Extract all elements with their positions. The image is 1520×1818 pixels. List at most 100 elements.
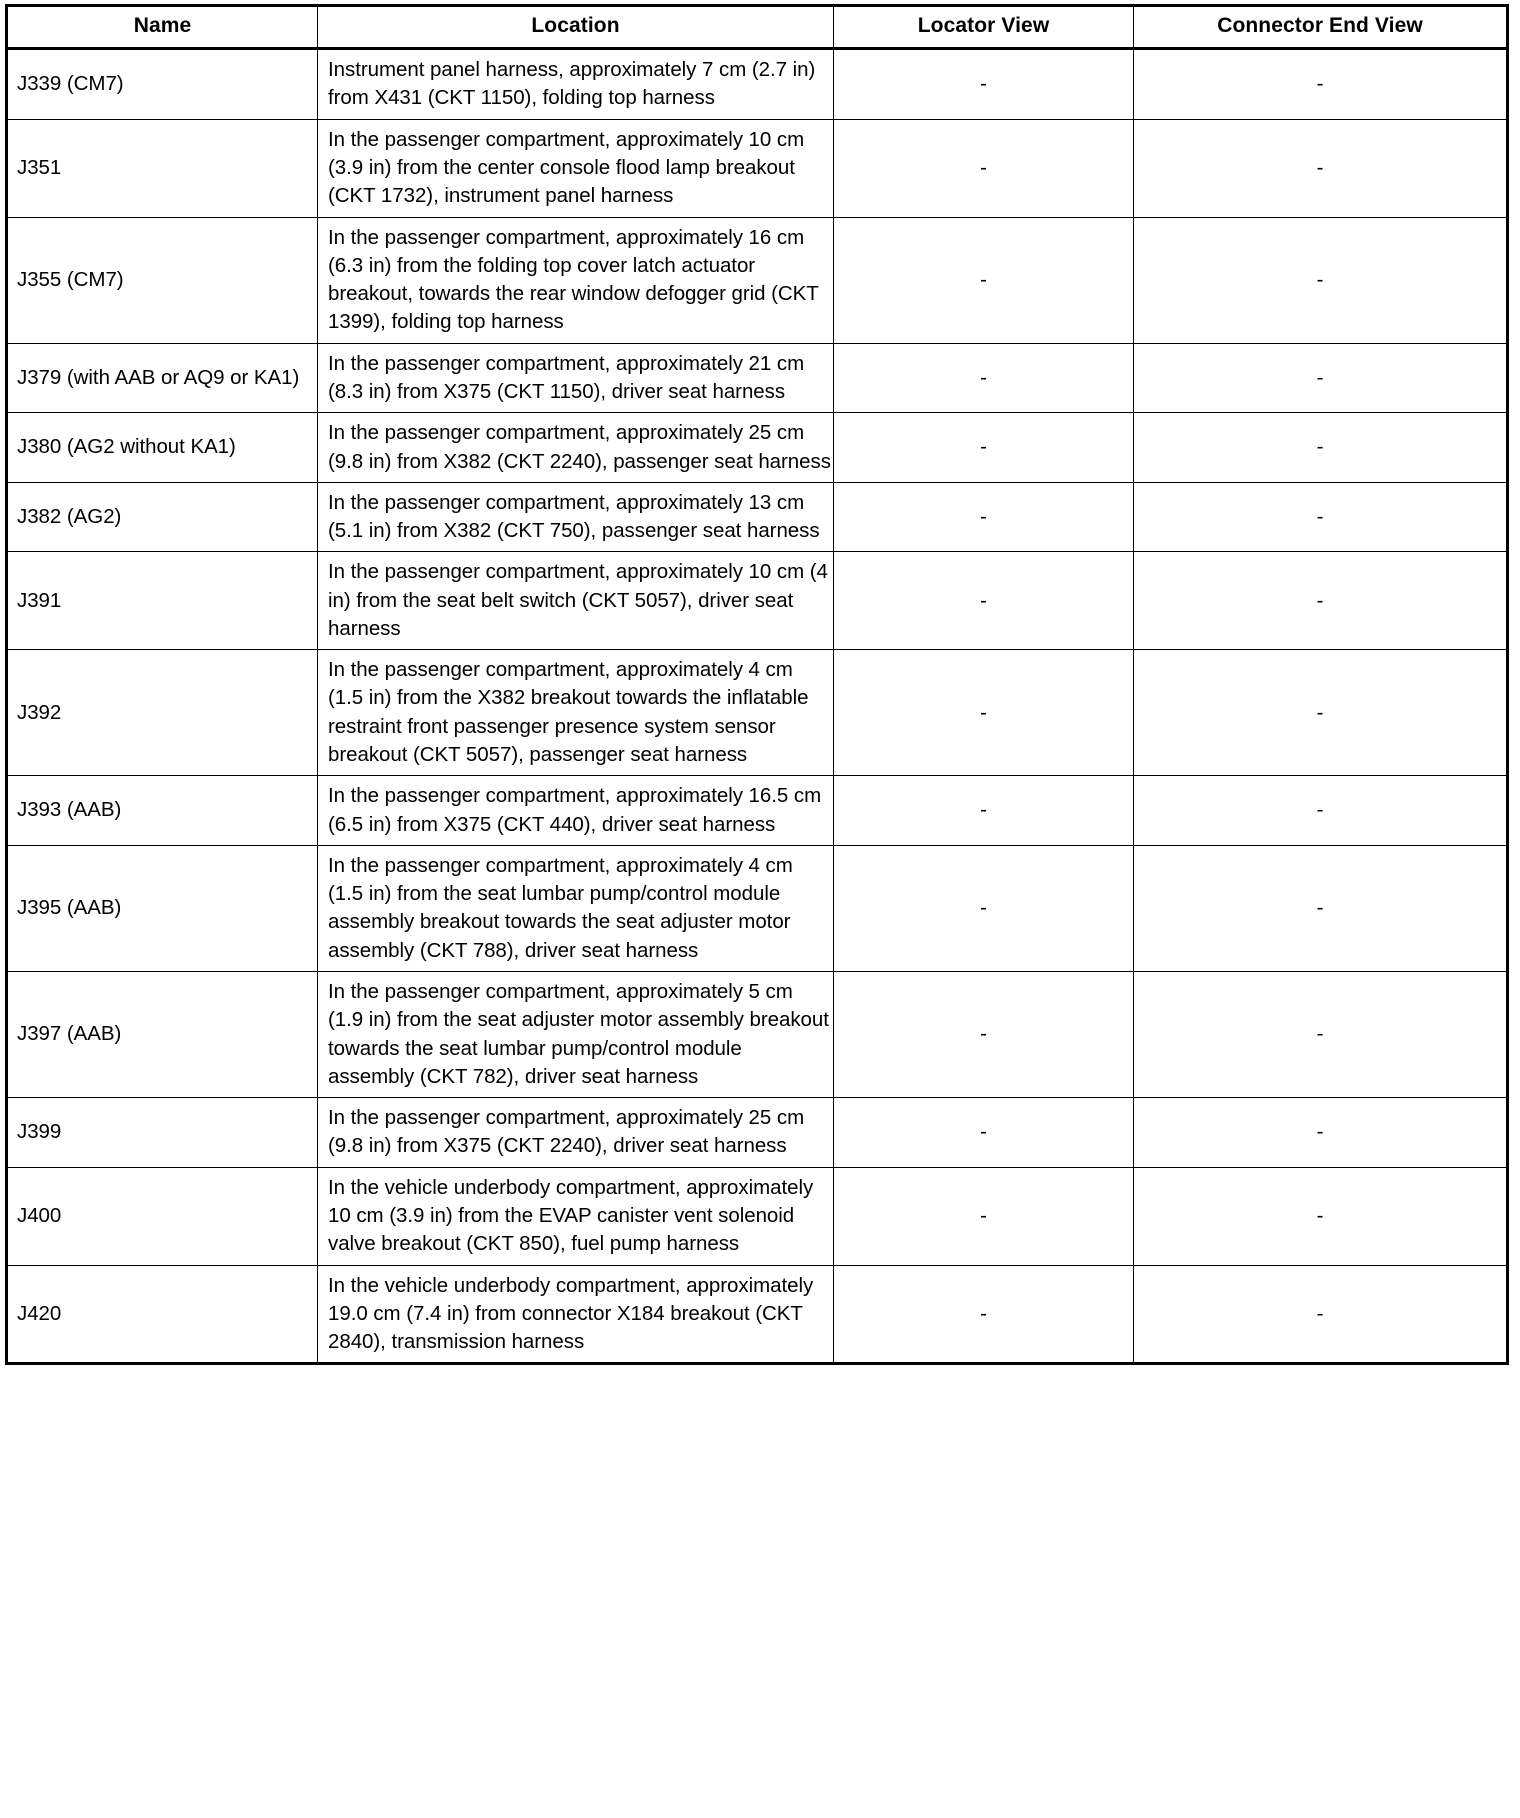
- cell-connector-end-view: -: [1133, 217, 1508, 344]
- cell-connector-name: J382 (AG2): [6, 482, 318, 553]
- cell-locator-view: -: [833, 1097, 1134, 1168]
- cell-locator-view: -: [833, 1265, 1134, 1364]
- cell-location: In the passenger compartment, approximat…: [317, 649, 834, 777]
- cell-connector-end-view: -: [1133, 412, 1508, 483]
- cell-connector-end-view: -: [1133, 482, 1508, 553]
- locator-view-placeholder: -: [980, 155, 987, 179]
- locator-view-placeholder: -: [980, 896, 987, 920]
- column-header-locator-view: Locator View: [833, 5, 1134, 51]
- cell-locator-view: -: [833, 1167, 1134, 1266]
- table-row: J400 In the vehicle underbody compartment…: [6, 1167, 1508, 1266]
- connector-end-view-placeholder: -: [1316, 155, 1324, 179]
- cell-location: In the vehicle underbody compartment, ap…: [317, 1167, 834, 1266]
- table-row: J355 (CM7) In the passenger compartment, …: [6, 217, 1508, 344]
- locator-view-placeholder: -: [980, 798, 987, 822]
- cell-connector-name: J391: [6, 551, 318, 651]
- table-row: J380 (AG2 without KA1) In the passenger c…: [6, 412, 1508, 483]
- table-row: J339 (CM7) Instrument panel harness, appr…: [6, 48, 1508, 120]
- connector-end-view-placeholder: -: [1316, 700, 1324, 724]
- cell-connector-end-view: -: [1133, 775, 1508, 846]
- cell-connector-end-view: -: [1133, 119, 1508, 218]
- locator-view-placeholder: -: [980, 72, 987, 96]
- cell-connector-end-view: -: [1133, 845, 1508, 973]
- cell-connector-name: J392: [6, 649, 318, 777]
- table-header: Name Location Locator View Connector End…: [6, 5, 1508, 51]
- cell-connector-name: J339 (CM7): [6, 48, 318, 120]
- cell-connector-end-view: -: [1134, 1265, 1508, 1364]
- cell-location: In the passenger compartment, approximat…: [317, 775, 834, 846]
- locator-view-placeholder: -: [980, 1301, 987, 1325]
- cell-locator-view: -: [833, 775, 1134, 846]
- cell-connector-name: J397 (AAB): [6, 971, 318, 1099]
- cell-connector-name: J395 (AAB): [6, 845, 318, 973]
- cell-connector-end-view: -: [1133, 48, 1508, 120]
- cell-location: In the passenger compartment, approximat…: [317, 1097, 834, 1168]
- table-row: J420 In the vehicle underbody compartment…: [6, 1265, 1508, 1364]
- cell-location: In the passenger compartment, approximat…: [317, 551, 834, 651]
- cell-connector-end-view: -: [1133, 343, 1508, 414]
- locator-view-placeholder: -: [980, 1203, 987, 1227]
- cell-connector-end-view: -: [1133, 649, 1508, 777]
- cell-connector-name: J400: [6, 1167, 318, 1266]
- cell-locator-view: -: [833, 845, 1134, 973]
- cell-locator-view: -: [833, 971, 1134, 1099]
- locator-view-placeholder: -: [980, 700, 987, 724]
- cell-connector-name: J379 (with AAB or AQ9 or KA1): [6, 343, 318, 414]
- cell-connector-name: J351: [6, 119, 318, 218]
- table-header-row: Name Location Locator View Connector End…: [6, 5, 1508, 51]
- cell-locator-view: -: [833, 649, 1134, 777]
- table-row: J379 (with AAB or AQ9 or KA1) In the pass…: [6, 343, 1508, 414]
- cell-connector-end-view: -: [1133, 1167, 1508, 1266]
- connector-end-view-placeholder: -: [1316, 1022, 1324, 1046]
- cell-connector-end-view: -: [1133, 971, 1508, 1099]
- cell-locator-view: -: [833, 217, 1134, 344]
- connector-location-table: Name Location Locator View Connector End…: [5, 4, 1509, 1366]
- cell-location: In the passenger compartment, approximat…: [317, 845, 834, 973]
- table-row: J395 (AAB) In the passenger compartment, …: [6, 845, 1508, 973]
- cell-locator-view: -: [833, 551, 1134, 651]
- cell-location: In the vehicle underbody compartment, ap…: [317, 1265, 834, 1364]
- cell-connector-name: J399: [6, 1097, 318, 1168]
- cell-locator-view: -: [833, 412, 1134, 483]
- connector-end-view-placeholder: -: [1316, 72, 1324, 96]
- cell-locator-view: -: [833, 482, 1134, 553]
- cell-location: In the passenger compartment, approximat…: [317, 971, 834, 1099]
- table-row: J382 (AG2) In the passenger compartment, …: [6, 482, 1508, 553]
- column-header-location: Location: [317, 5, 834, 51]
- column-header-name: Name: [6, 5, 318, 51]
- locator-view-placeholder: -: [980, 1022, 987, 1046]
- table-body: J339 (CM7) Instrument panel harness, appr…: [6, 48, 1508, 1364]
- connector-end-view-placeholder: -: [1316, 896, 1324, 920]
- cell-locator-view: -: [833, 48, 1134, 120]
- connector-end-view-placeholder: -: [1316, 798, 1324, 822]
- cell-locator-view: -: [833, 343, 1134, 414]
- table-row: J397 (AAB) In the passenger compartment, …: [6, 971, 1508, 1099]
- column-header-connector-end-view: Connector End View: [1133, 5, 1508, 51]
- table-row: J392 In the passenger compartment, approx…: [6, 649, 1508, 777]
- connector-end-view-placeholder: -: [1316, 365, 1324, 389]
- connector-end-view-placeholder: -: [1316, 267, 1324, 291]
- connector-end-view-placeholder: -: [1316, 588, 1324, 612]
- locator-view-placeholder: -: [980, 435, 987, 459]
- cell-connector-name: J355 (CM7): [6, 217, 318, 344]
- cell-location: In the passenger compartment, approximat…: [317, 482, 834, 553]
- cell-connector-end-view: -: [1133, 551, 1508, 651]
- locator-view-placeholder: -: [980, 588, 987, 612]
- cell-location: In the passenger compartment, approximat…: [317, 343, 834, 414]
- connector-end-view-placeholder: -: [1316, 1120, 1324, 1144]
- cell-connector-name: J420: [6, 1265, 318, 1364]
- table-row: J391 In the passenger compartment, approx…: [6, 551, 1508, 651]
- connector-end-view-placeholder: -: [1316, 504, 1324, 528]
- connector-end-view-placeholder: -: [1316, 435, 1324, 459]
- locator-view-placeholder: -: [980, 1120, 987, 1144]
- cell-connector-name: J393 (AAB): [6, 775, 318, 846]
- table-row: J351 In the passenger compartment, approx…: [6, 119, 1508, 218]
- cell-location: In the passenger compartment, approximat…: [317, 119, 834, 218]
- connector-end-view-placeholder: -: [1316, 1203, 1324, 1227]
- locator-view-placeholder: -: [980, 504, 987, 528]
- cell-locator-view: -: [833, 119, 1134, 218]
- locator-view-placeholder: -: [980, 267, 987, 291]
- table-row: J399 In the passenger compartment, approx…: [6, 1097, 1508, 1168]
- cell-location: Instrument panel harness, approximately …: [317, 48, 834, 120]
